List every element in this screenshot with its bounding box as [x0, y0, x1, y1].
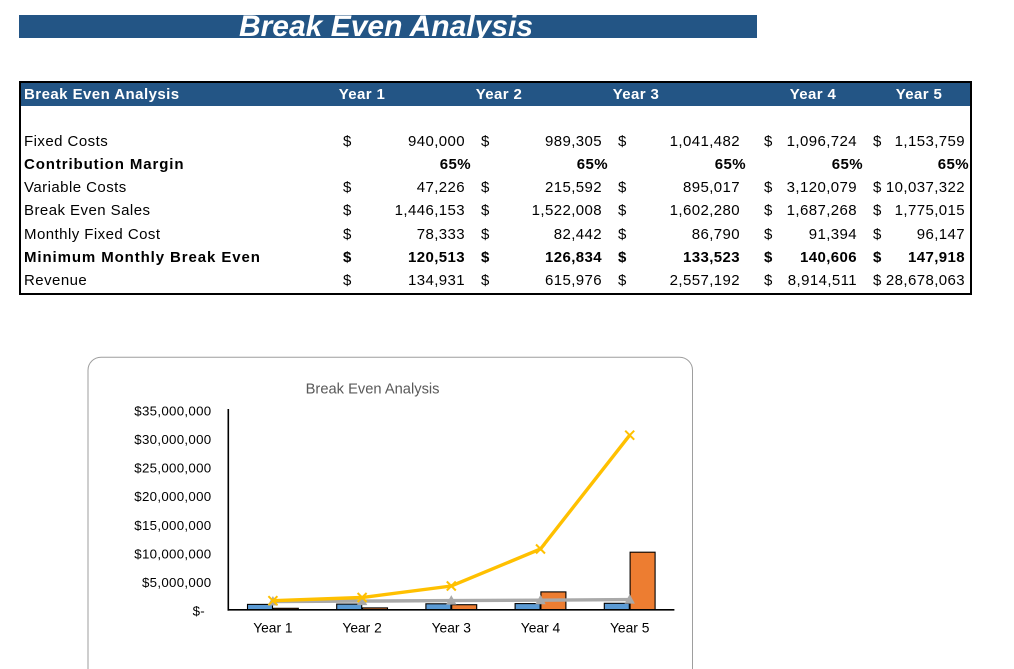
svg-text:$10,000,000: $10,000,000 [134, 546, 211, 561]
svg-text:$30,000,000: $30,000,000 [134, 432, 211, 447]
svg-text:$25,000,000: $25,000,000 [134, 461, 211, 476]
svg-text:$20,000,000: $20,000,000 [134, 489, 211, 504]
svg-text:Break Even Analysis: Break Even Analysis [306, 382, 440, 398]
svg-text:$5,000,000: $5,000,000 [142, 575, 212, 590]
svg-text:Year 4: Year 4 [521, 621, 561, 636]
svg-text:Year 5: Year 5 [610, 621, 650, 636]
svg-text:Year 2: Year 2 [342, 621, 381, 636]
svg-text:Year 3: Year 3 [432, 621, 472, 636]
svg-text:$15,000,000: $15,000,000 [134, 518, 211, 533]
svg-text:$-: $- [193, 604, 205, 619]
svg-text:$35,000,000: $35,000,000 [134, 404, 211, 419]
svg-text:Year 1: Year 1 [253, 621, 292, 636]
